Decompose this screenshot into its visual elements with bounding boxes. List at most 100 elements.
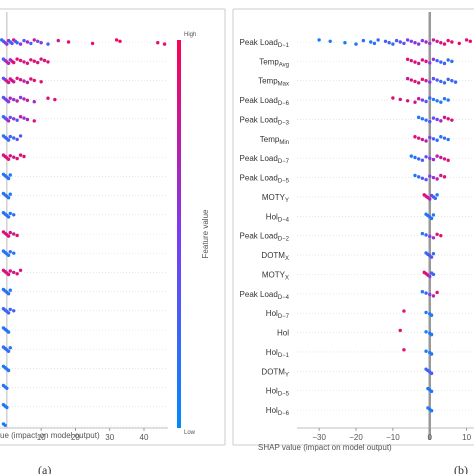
a-shap-point bbox=[46, 60, 50, 64]
b-shap-point bbox=[439, 79, 443, 84]
panel-a-x-axis-title: ue (impact on model output) bbox=[0, 431, 100, 440]
b-shap-point bbox=[328, 39, 332, 43]
b-shap-point bbox=[409, 58, 414, 63]
b-shap-point bbox=[429, 332, 434, 337]
b-shap-point bbox=[431, 137, 436, 141]
b-feature-label: Peak LoadD−6 bbox=[240, 96, 290, 107]
b-feature-label: Peak LoadD−5 bbox=[240, 174, 290, 185]
b-shap-point bbox=[442, 175, 447, 179]
a-shap-point bbox=[162, 42, 167, 46]
a-shap-point bbox=[29, 58, 33, 62]
b-shap-point bbox=[424, 233, 428, 237]
b-shap-point bbox=[420, 137, 425, 142]
b-shap-point bbox=[446, 98, 450, 102]
a-x-tick-label: 10 bbox=[37, 433, 46, 442]
a-shap-point bbox=[22, 79, 26, 83]
a-shap-point bbox=[5, 42, 9, 46]
a-shap-point bbox=[46, 96, 50, 100]
a-shap-point bbox=[6, 330, 11, 334]
a-shap-point bbox=[12, 136, 16, 140]
a-shap-point bbox=[8, 230, 12, 235]
a-shap-point bbox=[8, 96, 12, 100]
a-shap-point bbox=[42, 58, 47, 63]
a-shap-point bbox=[12, 80, 16, 84]
a-shap-point bbox=[6, 138, 11, 142]
a-shap-point bbox=[12, 309, 16, 313]
b-shap-point bbox=[428, 41, 432, 46]
b-shap-point bbox=[391, 96, 395, 100]
a-shap-point bbox=[114, 38, 119, 42]
b-shap-point bbox=[428, 61, 432, 65]
a-shap-point bbox=[22, 154, 26, 159]
panel-b-feature-labels: Peak LoadD−1 TempAvg TempMax Peak LoadD−6 Pe… bbox=[240, 38, 290, 417]
a-shap-point bbox=[6, 119, 11, 123]
a-shap-point bbox=[5, 386, 9, 390]
b-shap-point bbox=[431, 272, 436, 277]
b-shap-point bbox=[424, 291, 428, 295]
b-shap-point bbox=[416, 61, 421, 66]
panel-b-label: (b) bbox=[454, 463, 468, 474]
a-shap-point bbox=[56, 38, 60, 43]
a-shap-point bbox=[18, 95, 23, 100]
a-shap-point bbox=[8, 211, 12, 216]
a-shap-point bbox=[156, 41, 160, 45]
a-shap-point bbox=[25, 98, 30, 103]
b-feature-label: HolD−1 bbox=[266, 348, 290, 359]
b-shap-point bbox=[416, 136, 421, 140]
a-shap-point bbox=[6, 215, 11, 219]
a-shap-point bbox=[25, 117, 30, 122]
a-shap-point bbox=[8, 115, 12, 120]
b-shap-point bbox=[435, 39, 439, 43]
b-shap-point bbox=[402, 309, 406, 313]
a-shap-point bbox=[15, 118, 19, 122]
b-shap-point bbox=[413, 79, 417, 84]
a-shap-point bbox=[15, 272, 19, 276]
b-shap-point bbox=[405, 38, 410, 42]
a-shap-point bbox=[8, 173, 12, 177]
b-shap-point bbox=[439, 135, 443, 139]
b-shap-point bbox=[424, 79, 428, 83]
a-shap-point bbox=[12, 97, 16, 102]
b-shap-point bbox=[439, 119, 443, 123]
b-shap-point bbox=[420, 58, 425, 62]
b-x-tick-label: −10 bbox=[386, 433, 400, 442]
b-shap-point bbox=[428, 96, 432, 100]
a-shap-point bbox=[8, 307, 12, 312]
b-shap-point bbox=[369, 40, 373, 44]
a-shap-point bbox=[18, 42, 23, 46]
a-shap-point bbox=[12, 213, 16, 217]
a-shap-point bbox=[6, 368, 11, 373]
b-feature-label: HolD−7 bbox=[266, 309, 290, 320]
b-shap-point bbox=[435, 154, 439, 158]
b-shap-point bbox=[424, 310, 428, 315]
colorbar-high-label: High bbox=[184, 32, 196, 38]
b-shap-point bbox=[398, 40, 402, 44]
a-shap-point bbox=[8, 288, 12, 292]
a-shap-point bbox=[36, 60, 40, 65]
b-shap-point bbox=[446, 117, 450, 121]
b-shap-point bbox=[439, 100, 443, 104]
panel-b-x-axis-title: SHAP value (impact on model output) bbox=[258, 443, 392, 452]
b-shap-point bbox=[424, 118, 428, 122]
b-shap-point bbox=[439, 60, 443, 64]
b-shap-point bbox=[439, 41, 443, 45]
b-shap-point bbox=[442, 136, 447, 140]
a-shap-point bbox=[18, 58, 23, 63]
b-feature-label: MOTYY bbox=[262, 193, 289, 204]
b-shap-point bbox=[435, 138, 439, 142]
b-shap-point bbox=[413, 173, 417, 178]
b-shap-point bbox=[435, 99, 439, 103]
b-shap-point bbox=[431, 157, 436, 162]
b-shap-point bbox=[405, 99, 410, 103]
b-shap-point bbox=[387, 41, 391, 45]
b-shap-point bbox=[394, 38, 399, 43]
b-shap-point bbox=[424, 330, 428, 334]
b-shap-point bbox=[420, 77, 425, 82]
b-shap-point bbox=[446, 158, 450, 163]
b-shap-point bbox=[416, 42, 421, 46]
b-shap-point bbox=[420, 38, 425, 43]
b-shap-point bbox=[413, 155, 417, 160]
a-shap-point bbox=[6, 196, 11, 200]
a-shap-point bbox=[12, 155, 16, 159]
a-shap-point bbox=[118, 39, 122, 43]
